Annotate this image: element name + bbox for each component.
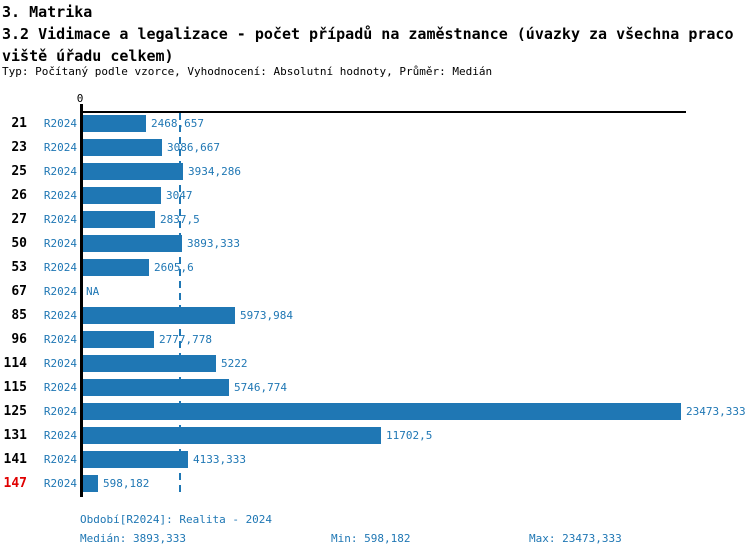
value-label: 5746,774: [234, 381, 287, 394]
period-label: R2024: [43, 285, 77, 298]
category-label: 114: [3, 356, 27, 371]
chart-row: 147 R2024 598,182: [0, 475, 750, 492]
period-label: R2024: [43, 213, 77, 226]
period-label: R2024: [43, 165, 77, 178]
period-label: R2024: [43, 381, 77, 394]
chart-row: 115 R2024 5746,774: [0, 379, 750, 396]
category-label: 53: [11, 260, 27, 275]
x-axis-top-line: [80, 111, 686, 113]
period-label: R2024: [43, 237, 77, 250]
period-label: R2024: [43, 429, 77, 442]
period-label: R2024: [43, 141, 77, 154]
period-label: R2024: [43, 333, 77, 346]
report-section-title: 3. Matrika: [2, 3, 93, 21]
chart-row: 23 R2024 3086,667: [0, 139, 750, 156]
y-axis-line: [80, 104, 83, 497]
chart-row: 25 R2024 3934,286: [0, 163, 750, 180]
bar: [83, 451, 188, 468]
value-label: 2777,778: [159, 333, 212, 346]
bar: [83, 139, 162, 156]
value-label: 4133,333: [193, 453, 246, 466]
bar: [83, 163, 183, 180]
category-label: 25: [11, 164, 27, 179]
bar: [83, 115, 146, 132]
value-label: 2605,6: [154, 261, 194, 274]
value-label: 11702,5: [386, 429, 433, 442]
bar: [83, 379, 229, 396]
chart-row: 85 R2024 5973,984: [0, 307, 750, 324]
period-label: R2024: [43, 189, 77, 202]
category-label: 147: [3, 476, 27, 491]
value-label: 2468,657: [151, 117, 204, 130]
bar: [83, 307, 235, 324]
chart-row: 50 R2024 3893,333: [0, 235, 750, 252]
bar: [83, 355, 216, 372]
category-label: 23: [11, 140, 27, 155]
category-label: 125: [3, 404, 27, 419]
bar: [83, 211, 155, 228]
period-label: R2024: [43, 477, 77, 490]
value-label: 5973,984: [240, 309, 293, 322]
bar: [83, 403, 681, 420]
chart-row: 125 R2024 23473,333: [0, 403, 750, 420]
bar: [83, 187, 161, 204]
bar: [83, 427, 381, 444]
bar: [83, 235, 182, 252]
chart-row: 53 R2024 2605,6: [0, 259, 750, 276]
chart-row: 141 R2024 4133,333: [0, 451, 750, 468]
chart-row: 67 R2024 NA: [0, 283, 750, 300]
median-reference-line: [179, 113, 181, 497]
value-label: 2837,5: [160, 213, 200, 226]
category-label: 50: [11, 236, 27, 251]
period-label: R2024: [43, 453, 77, 466]
footer-period-label: Období[R2024]: Realita - 2024: [80, 513, 273, 526]
value-label: 3893,333: [187, 237, 240, 250]
chart-row: 114 R2024 5222: [0, 355, 750, 372]
category-label: 115: [3, 380, 27, 395]
value-label: 3047: [166, 189, 193, 202]
category-label: 85: [11, 308, 27, 323]
bar: [83, 259, 149, 276]
value-label: NA: [86, 285, 100, 298]
chart-row: 131 R2024 11702,5: [0, 427, 750, 444]
bar: [83, 331, 154, 348]
category-label: 21: [11, 116, 27, 131]
value-label: 3086,667: [167, 141, 220, 154]
period-label: R2024: [43, 261, 77, 274]
value-label: 23473,333: [686, 405, 746, 418]
category-label: 67: [11, 284, 27, 299]
chart-row: 96 R2024 2777,778: [0, 331, 750, 348]
footer-min-value: Min: 598,182: [331, 532, 411, 545]
chart-row: 21 R2024 2468,657: [0, 115, 750, 132]
chart-title-line-2: viště úřadu celkem): [2, 47, 174, 65]
footer-max-value: Max: 23473,333: [529, 532, 622, 545]
period-label: R2024: [43, 117, 77, 130]
period-label: R2024: [43, 357, 77, 370]
category-label: 27: [11, 212, 27, 227]
footer-median-value: Medián: 3893,333: [80, 532, 186, 545]
category-label: 141: [3, 452, 27, 467]
chart-meta-info: Typ: Počítaný podle vzorce, Vyhodnocení:…: [2, 65, 493, 78]
period-label: R2024: [43, 309, 77, 322]
value-label: 5222: [221, 357, 248, 370]
chart-row: 27 R2024 2837,5: [0, 211, 750, 228]
value-label: 598,182: [103, 477, 150, 490]
category-label: 26: [11, 188, 27, 203]
category-label: 96: [11, 332, 27, 347]
period-label: R2024: [43, 405, 77, 418]
value-label: 3934,286: [188, 165, 241, 178]
category-label: 131: [3, 428, 27, 443]
axis-zero-tick-label: 0: [76, 92, 84, 105]
bar: [83, 475, 98, 492]
chart-row: 26 R2024 3047: [0, 187, 750, 204]
chart-title-line-1: 3.2 Vidimace a legalizace - počet případ…: [2, 25, 734, 43]
